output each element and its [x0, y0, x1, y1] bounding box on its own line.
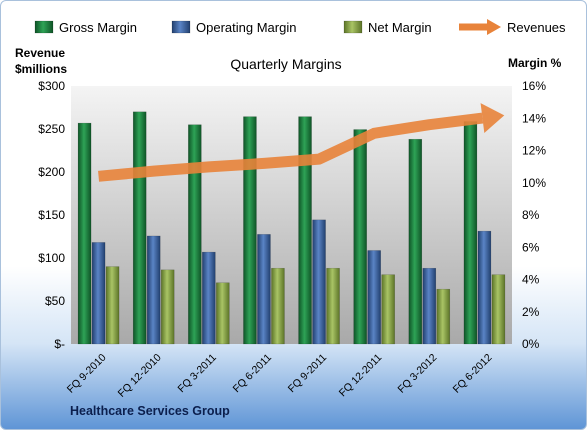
bar-operating-margin [257, 234, 271, 345]
x-tick-label: FQ 9-2011 [286, 352, 330, 396]
bar-operating-margin [312, 219, 326, 345]
left-tick-label: $200 [38, 165, 65, 179]
bar-operating-margin [91, 242, 106, 345]
right-tick-label: 10% [522, 176, 546, 190]
bar-operating-margin [477, 230, 492, 345]
left-axis-ticks: $- $50 $100 $150 $200 $250 $300 [38, 79, 65, 351]
bar-net-margin [160, 269, 175, 345]
right-tick-label: 16% [522, 79, 546, 93]
left-tick-label: $300 [38, 79, 65, 93]
legend-arrow-revenues [487, 19, 501, 35]
legend-label: Net Margin [368, 20, 432, 35]
bar-operating-margin [422, 267, 437, 345]
legend-swatch-operating-margin [171, 20, 191, 34]
company-name: Healthcare Services Group [70, 404, 230, 418]
right-tick-label: 4% [522, 273, 540, 287]
bar-net-margin [105, 266, 120, 345]
bar-gross-margin [463, 121, 478, 345]
x-tick-label: FQ 6-2011 [231, 352, 275, 396]
chart-title: Quarterly Margins [230, 56, 341, 72]
bar-gross-margin [408, 138, 423, 345]
bar-net-margin [491, 274, 506, 345]
right-tick-label: 12% [522, 144, 546, 158]
bars-group [77, 111, 506, 345]
right-tick-label: 8% [522, 208, 540, 222]
legend-swatch-net-margin [343, 20, 363, 34]
x-tick-label: FQ 9-2010 [65, 352, 109, 396]
left-tick-label: $150 [38, 208, 65, 222]
x-tick-label: FQ 6-2012 [451, 352, 495, 396]
legend-label: Revenues [507, 20, 566, 35]
revenue-arrowhead [480, 103, 505, 133]
bar-net-margin [381, 274, 395, 345]
x-axis-ticks: FQ 9-2010 FQ 12-2010 FQ 3-2011 FQ 6-2011 FQ … [65, 352, 495, 400]
left-tick-label: $100 [38, 251, 65, 265]
bar-operating-margin [202, 251, 216, 345]
bar-operating-margin [146, 235, 161, 345]
left-axis-title-line2: $millions [15, 62, 67, 76]
right-axis-title: Margin % [508, 56, 562, 70]
bar-operating-margin [367, 250, 381, 345]
right-tick-label: 2% [522, 305, 540, 319]
right-tick-label: 6% [522, 240, 540, 254]
bar-net-margin [216, 282, 230, 345]
bar-net-margin [436, 288, 451, 345]
left-axis-title-line1: Revenue [15, 46, 65, 60]
bar-net-margin [326, 267, 340, 345]
bar-gross-margin [132, 111, 147, 345]
legend: Gross Margin Operating Margin Net Margin Re… [34, 19, 566, 35]
x-tick-label: FQ 3-2012 [395, 352, 439, 396]
x-tick-label: FQ 12-2011 [337, 352, 385, 400]
legend-swatch-gross-margin [34, 20, 54, 34]
bar-gross-margin [353, 129, 367, 345]
bar-gross-margin [188, 124, 202, 345]
legend-label: Gross Margin [59, 20, 137, 35]
bar-gross-margin [77, 122, 92, 345]
bar-net-margin [271, 267, 285, 345]
x-tick-label: FQ 3-2011 [176, 352, 220, 396]
right-tick-label: 0% [522, 337, 540, 351]
bar-gross-margin [243, 116, 257, 345]
bar-gross-margin [298, 116, 312, 345]
revenue-line [98, 112, 484, 182]
legend-label: Operating Margin [196, 20, 296, 35]
x-tick-label: FQ 12-2010 [116, 352, 164, 400]
left-tick-label: $50 [45, 294, 65, 308]
right-tick-label: 14% [522, 111, 546, 125]
left-tick-label: $250 [38, 122, 65, 136]
right-axis-ticks: 0% 2% 4% 6% 8% 10% 12% 14% 16% [522, 79, 546, 351]
revenue-line-group [98, 103, 505, 182]
left-tick-label: $- [54, 337, 65, 351]
